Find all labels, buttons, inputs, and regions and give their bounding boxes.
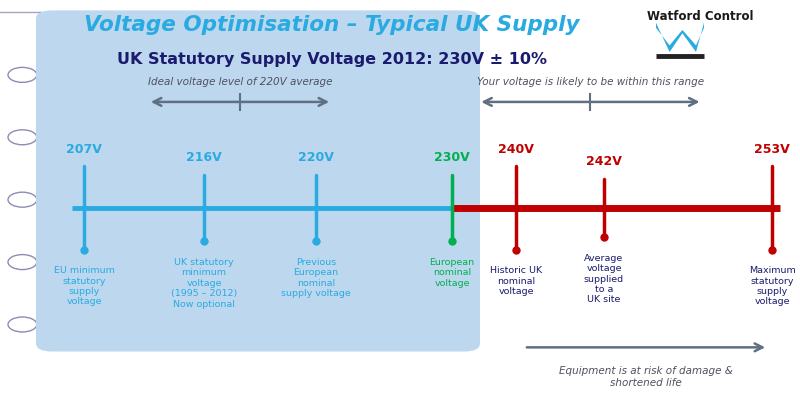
- Text: Ideal voltage level of 220V average: Ideal voltage level of 220V average: [148, 77, 332, 87]
- Text: Maximum
statutory
supply
voltage: Maximum statutory supply voltage: [749, 266, 795, 307]
- Text: 242V: 242V: [586, 156, 622, 168]
- FancyBboxPatch shape: [36, 10, 480, 352]
- Text: Average
voltage
supplied
to a
UK site: Average voltage supplied to a UK site: [584, 254, 624, 305]
- Text: UK statutory
minimum
voltage
(1995 – 2012)
Now optional: UK statutory minimum voltage (1995 – 201…: [171, 258, 237, 309]
- Text: 220V: 220V: [298, 151, 334, 164]
- Text: 230V: 230V: [434, 151, 470, 164]
- Text: Previous
European
nominal
supply voltage: Previous European nominal supply voltage: [281, 258, 351, 298]
- Text: 240V: 240V: [498, 143, 534, 156]
- Text: EU minimum
statutory
supply
voltage: EU minimum statutory supply voltage: [54, 266, 114, 307]
- Text: Historic UK
nominal
voltage: Historic UK nominal voltage: [490, 266, 542, 296]
- Text: Voltage Optimisation – Typical UK Supply: Voltage Optimisation – Typical UK Supply: [84, 15, 580, 35]
- Text: 207V: 207V: [66, 143, 102, 156]
- Text: Equipment is at risk of damage &
shortened life: Equipment is at risk of damage & shorten…: [559, 366, 733, 388]
- Text: UK Statutory Supply Voltage 2012: 230V ± 10%: UK Statutory Supply Voltage 2012: 230V ±…: [117, 52, 547, 67]
- Text: 216V: 216V: [186, 151, 222, 164]
- Polygon shape: [656, 23, 704, 52]
- Text: Your voltage is likely to be within this range: Your voltage is likely to be within this…: [477, 77, 704, 87]
- Text: Watford Control: Watford Control: [646, 10, 754, 23]
- Text: 253V: 253V: [754, 143, 790, 156]
- Text: European
nominal
voltage: European nominal voltage: [430, 258, 474, 288]
